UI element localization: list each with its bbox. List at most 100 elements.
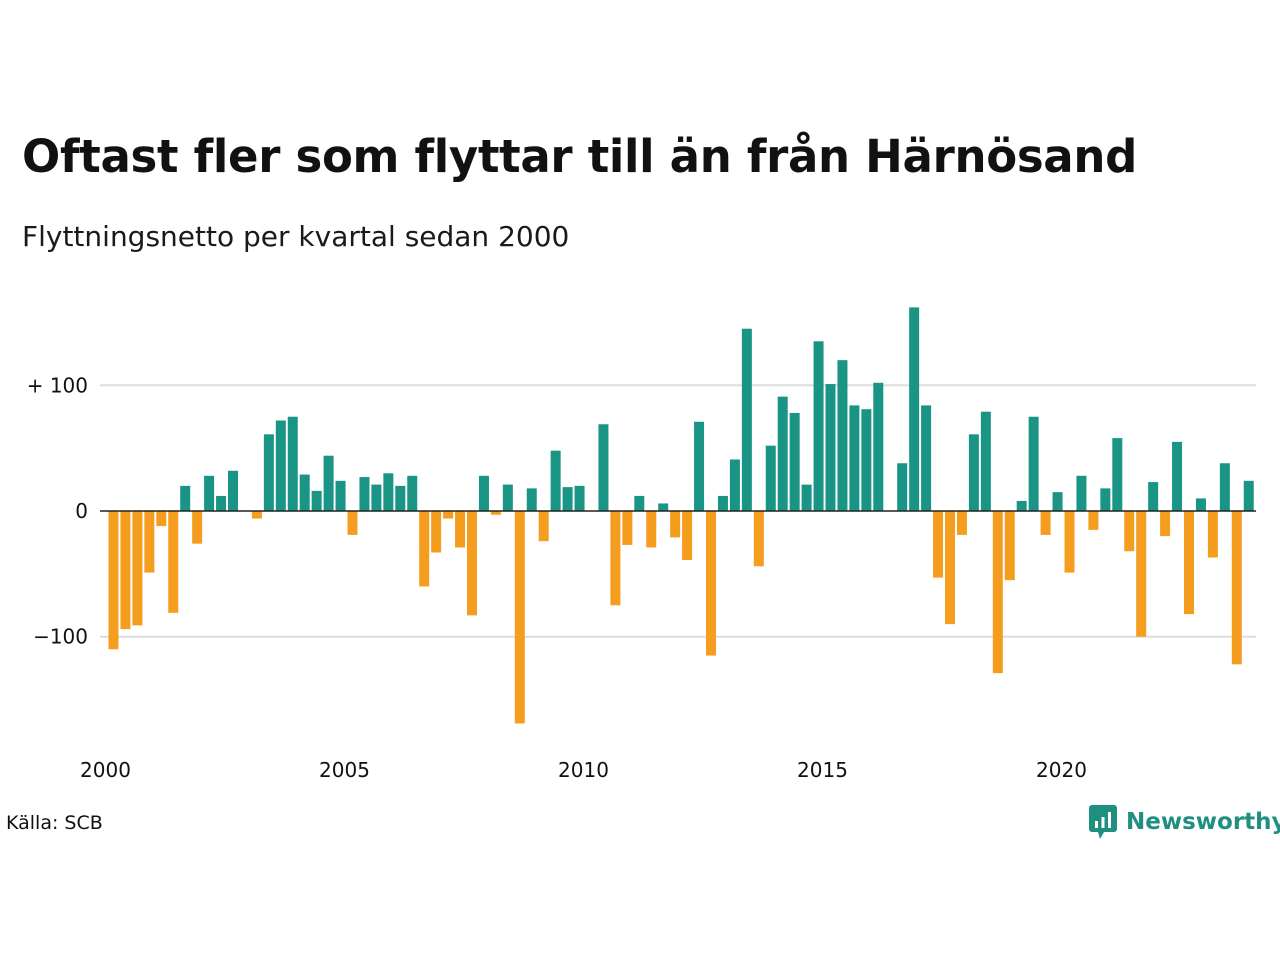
bar	[753, 511, 764, 567]
bar	[251, 511, 262, 519]
bar	[1172, 441, 1183, 511]
bar	[478, 475, 489, 511]
bar	[992, 511, 1003, 674]
bar	[1064, 511, 1075, 573]
bar	[1124, 511, 1135, 552]
bar	[980, 411, 991, 511]
bar	[933, 511, 944, 578]
bar	[216, 495, 227, 511]
bar	[682, 511, 693, 561]
bar	[1112, 438, 1123, 511]
bar	[1184, 511, 1194, 615]
bar	[1219, 463, 1230, 511]
bar	[801, 484, 812, 511]
bar	[204, 475, 215, 511]
bar	[335, 480, 346, 511]
bar	[156, 511, 167, 527]
x-tick-label: 2005	[319, 758, 370, 782]
bar	[765, 445, 776, 511]
bar	[968, 434, 979, 511]
bar	[1004, 511, 1015, 581]
bar	[825, 384, 836, 511]
newsworthy-logo-icon	[1089, 805, 1117, 839]
bar	[287, 416, 298, 511]
bar	[526, 488, 537, 511]
bar	[1052, 492, 1063, 511]
bar	[383, 473, 394, 511]
x-tick-label: 2000	[80, 758, 131, 782]
bar	[108, 511, 119, 650]
bar	[598, 424, 609, 511]
bar	[909, 307, 920, 511]
bar	[789, 412, 800, 511]
bar	[658, 503, 669, 511]
chart-title: Oftast fler som flyttar till än från Här…	[22, 130, 1138, 183]
bar	[514, 511, 525, 724]
brand-name: Newsworthy	[1126, 809, 1280, 835]
bar	[359, 477, 370, 511]
bar	[371, 484, 382, 511]
bar-chart: + 100 0 −100 2000 2005 2010 2015 2020	[27, 307, 1256, 782]
bar	[610, 511, 621, 606]
bar	[1136, 511, 1147, 637]
bar	[192, 511, 203, 544]
bar	[777, 396, 788, 511]
bar	[1040, 511, 1051, 535]
bar	[741, 328, 752, 511]
bar	[729, 459, 740, 511]
bar	[132, 511, 143, 626]
bar	[299, 474, 310, 511]
bar	[431, 511, 442, 553]
chart-subtitle: Flyttningsnetto per kvartal sedan 2000	[22, 220, 570, 253]
bar	[1016, 500, 1027, 511]
bar	[634, 495, 645, 511]
bar	[921, 405, 932, 511]
bar	[813, 341, 824, 511]
bar	[228, 470, 238, 511]
bar	[1076, 475, 1087, 511]
bar	[646, 511, 657, 548]
bar	[670, 511, 681, 538]
bar	[467, 511, 477, 616]
bar	[622, 511, 633, 545]
x-tick-label: 2015	[797, 758, 848, 782]
bar	[861, 409, 872, 511]
bar	[502, 484, 513, 511]
bar	[694, 421, 705, 511]
bar	[550, 450, 561, 511]
bar	[144, 511, 155, 573]
bar	[443, 511, 454, 519]
x-tick-label: 2020	[1036, 758, 1087, 782]
bar	[1243, 480, 1254, 511]
bar	[395, 485, 406, 511]
bar	[1028, 416, 1039, 511]
y-tick-label: −100	[33, 625, 88, 649]
y-tick-label: + 100	[27, 373, 88, 397]
bar	[1207, 511, 1218, 558]
bar	[956, 511, 967, 535]
bar	[490, 511, 501, 515]
bar	[574, 485, 585, 511]
bar	[263, 434, 274, 511]
bar	[562, 487, 573, 511]
bar	[849, 405, 860, 511]
bar	[1088, 511, 1099, 530]
bar	[1160, 511, 1171, 537]
bar	[717, 495, 728, 511]
bar	[837, 360, 848, 511]
bar	[311, 490, 322, 511]
bar	[419, 511, 430, 587]
bar	[347, 511, 358, 535]
bar	[1100, 488, 1111, 511]
bar	[1195, 498, 1206, 511]
bar	[275, 420, 286, 511]
bar	[1148, 482, 1159, 511]
bar	[538, 511, 549, 542]
bar	[873, 382, 884, 511]
source-note: Källa: SCB	[6, 812, 103, 834]
bar	[897, 463, 908, 511]
bar	[180, 485, 191, 511]
bar	[1231, 511, 1242, 665]
bar	[407, 475, 418, 511]
y-tick-label: 0	[75, 499, 88, 523]
